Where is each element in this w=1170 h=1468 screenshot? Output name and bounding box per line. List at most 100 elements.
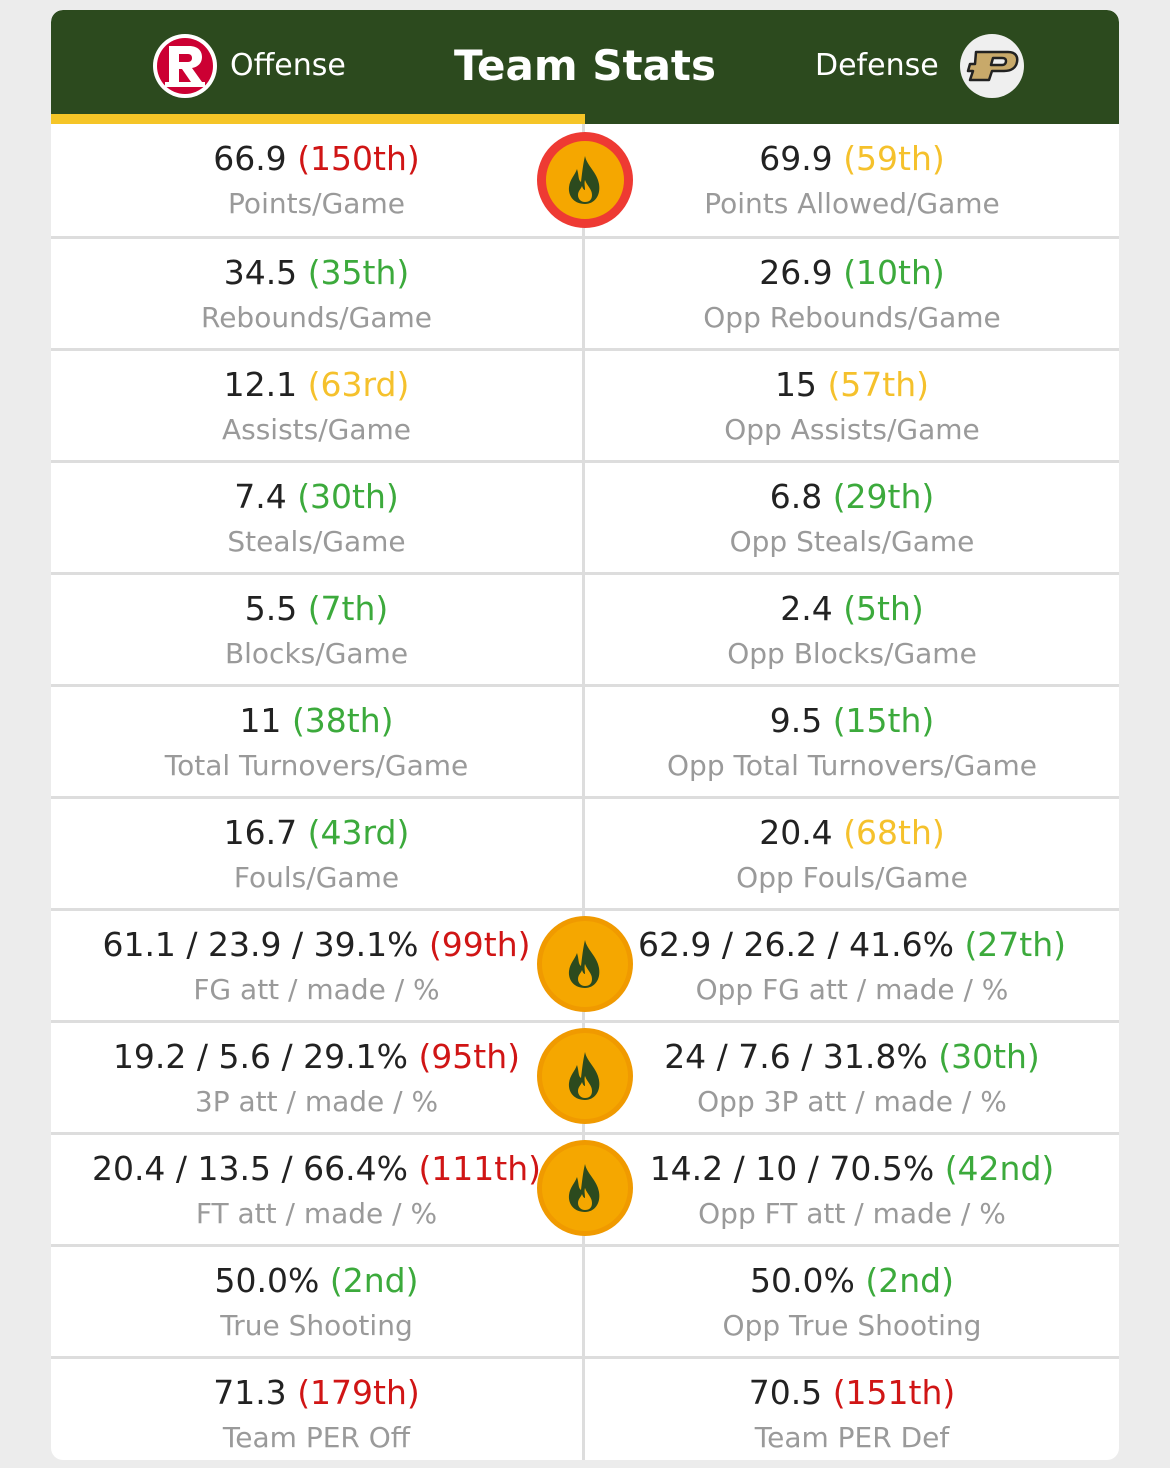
offense-tab[interactable]: Offense <box>230 48 346 83</box>
rutgers-logo-icon <box>153 34 217 98</box>
team-stats-card: Offense Team Stats Defense 66.9 (150th) P… <box>51 10 1119 1460</box>
stat-value-line: 26.9 (10th) <box>759 252 945 294</box>
defense-stat-cell: 6.8 (29th) Opp Steals/Game <box>585 463 1119 572</box>
stat-label: Team PER Off <box>222 1421 411 1454</box>
offense-stat-cell: 19.2 / 5.6 / 29.1% (95th) 3P att / made /… <box>51 1023 585 1132</box>
fire-icon <box>537 916 633 1012</box>
stat-label: Fouls/Game <box>233 861 400 894</box>
stat-label: Opp Steals/Game <box>729 525 975 558</box>
stat-value: 66.9 <box>213 139 287 178</box>
fire-icon <box>537 132 633 228</box>
offense-stat-cell: 34.5 (35th) Rebounds/Game <box>51 239 585 348</box>
stat-value-line: 61.1 / 23.9 / 39.1% (99th) <box>102 924 530 966</box>
offense-stat-cell: 66.9 (150th) Points/Game <box>51 124 585 236</box>
offense-stat-cell: 61.1 / 23.9 / 39.1% (99th) FG att / made … <box>51 911 585 1020</box>
stat-rank: (179th) <box>297 1373 420 1412</box>
stat-value-line: 50.0% (2nd) <box>750 1260 954 1302</box>
stat-rank: (7th) <box>307 589 389 628</box>
stat-value-line: 62.9 / 26.2 / 41.6% (27th) <box>638 924 1066 966</box>
stats-rows: 66.9 (150th) Points/Game 69.9 (59th) Points… <box>51 124 1119 1460</box>
defense-tab[interactable]: Defense <box>815 48 939 83</box>
stat-rank: (10th) <box>843 253 945 292</box>
stat-value-line: 5.5 (7th) <box>245 588 389 630</box>
stat-value: 14.2 / 10 / 70.5% <box>649 1149 935 1188</box>
defense-stat-cell: 15 (57th) Opp Assists/Game <box>585 351 1119 460</box>
stat-value: 15 <box>774 365 817 404</box>
stat-value-line: 9.5 (15th) <box>770 700 935 742</box>
stat-label: 3P att / made / % <box>194 1085 439 1118</box>
stat-rank: (150th) <box>297 139 420 178</box>
purdue-p-icon <box>966 50 1019 82</box>
defense-stat-cell: 9.5 (15th) Opp Total Turnovers/Game <box>585 687 1119 796</box>
stat-label: FG att / made / % <box>193 973 440 1006</box>
purdue-logo-icon <box>960 34 1024 98</box>
stat-value-line: 71.3 (179th) <box>213 1372 420 1414</box>
stat-label: Opp FG att / made / % <box>695 973 1009 1006</box>
stat-value: 7.4 <box>234 477 287 516</box>
stat-value: 26.9 <box>759 253 833 292</box>
stat-row: 12.1 (63rd) Assists/Game 15 (57th) Opp Assi… <box>51 348 1119 460</box>
offense-stat-cell: 16.7 (43rd) Fouls/Game <box>51 799 585 908</box>
stat-row: 16.7 (43rd) Fouls/Game 20.4 (68th) Opp Foul… <box>51 796 1119 908</box>
stat-value: 34.5 <box>223 253 298 292</box>
stat-label: Opp Fouls/Game <box>736 861 968 894</box>
stat-label: Opp Assists/Game <box>724 413 980 446</box>
stat-value: 61.1 / 23.9 / 39.1% <box>102 925 419 964</box>
stat-row: 19.2 / 5.6 / 29.1% (95th) 3P att / made /… <box>51 1020 1119 1132</box>
stat-value: 12.1 <box>223 365 298 404</box>
defense-stat-cell: 14.2 / 10 / 70.5% (42nd) Opp FT att / mad… <box>585 1135 1119 1244</box>
stat-value: 9.5 <box>769 701 823 740</box>
offense-stat-cell: 11 (38th) Total Turnovers/Game <box>51 687 585 796</box>
stat-row: 50.0% (2nd) True Shooting 50.0% (2nd) Opp T… <box>51 1244 1119 1356</box>
flame-shape <box>568 1164 600 1212</box>
stat-rank: (15th) <box>832 701 935 740</box>
stat-value-line: 24 / 7.6 / 31.8% (30th) <box>664 1036 1040 1078</box>
stat-value-line: 16.7 (43rd) <box>224 812 410 854</box>
page-title: Team Stats <box>453 41 717 90</box>
stat-rank: (111th) <box>418 1149 542 1188</box>
stat-value: 20.4 <box>759 813 833 852</box>
stat-rank: (2nd) <box>329 1261 419 1300</box>
stat-label: Rebounds/Game <box>201 301 432 334</box>
stat-value: 50.0% <box>750 1261 855 1300</box>
stat-value-line: 11 (38th) <box>239 700 393 742</box>
stat-label: Opp FT att / made / % <box>698 1197 1006 1230</box>
flame-shape <box>568 156 600 204</box>
stat-rank: (95th) <box>418 1037 521 1076</box>
fire-icon <box>537 1028 633 1124</box>
stat-value: 16.7 <box>223 813 298 852</box>
flame-shape <box>568 940 600 988</box>
stat-value-line: 66.9 (150th) <box>213 138 420 180</box>
stat-value-line: 6.8 (29th) <box>770 476 935 518</box>
stat-label: Opp Total Turnovers/Game <box>667 749 1037 782</box>
offense-stat-cell: 20.4 / 13.5 / 66.4% (111th) FT att / made… <box>51 1135 585 1244</box>
stat-value: 70.5 <box>748 1373 823 1412</box>
defense-stat-cell: 70.5 (151th) Team PER Def <box>585 1359 1119 1460</box>
stat-row: 66.9 (150th) Points/Game 69.9 (59th) Points… <box>51 124 1119 236</box>
defense-stat-cell: 62.9 / 26.2 / 41.6% (27th) Opp FG att / m… <box>585 911 1119 1020</box>
stat-value-line: 14.2 / 10 / 70.5% (42nd) <box>650 1148 1055 1190</box>
stat-value: 69.9 <box>759 139 833 178</box>
defense-stat-cell: 20.4 (68th) Opp Fouls/Game <box>585 799 1119 908</box>
stat-rank: (151th) <box>832 1373 956 1412</box>
fire-icon <box>537 1140 633 1236</box>
stat-label: Opp True Shooting <box>722 1309 982 1342</box>
stat-row: 11 (38th) Total Turnovers/Game 9.5 (15th) O… <box>51 684 1119 796</box>
stat-row: 5.5 (7th) Blocks/Game 2.4 (5th) Opp Blocks/… <box>51 572 1119 684</box>
stat-value: 50.0% <box>214 1261 320 1300</box>
stat-value: 71.3 <box>213 1373 287 1412</box>
stat-value: 5.5 <box>244 589 298 628</box>
stat-rank: (27th) <box>964 925 1067 964</box>
stat-value-line: 15 (57th) <box>775 364 929 406</box>
stat-value-line: 20.4 (68th) <box>759 812 945 854</box>
defense-stat-cell: 50.0% (2nd) Opp True Shooting <box>585 1247 1119 1356</box>
offense-stat-cell: 71.3 (179th) Team PER Off <box>51 1359 585 1460</box>
stat-label: Blocks/Game <box>224 637 409 670</box>
stat-value-line: 2.4 (5th) <box>780 588 924 630</box>
stat-value-line: 19.2 / 5.6 / 29.1% (95th) <box>113 1036 520 1078</box>
stat-value-line: 70.5 (151th) <box>749 1372 956 1414</box>
stat-label: Team PER Def <box>754 1421 950 1454</box>
stat-value-line: 50.0% (2nd) <box>215 1260 419 1302</box>
stats-header: Offense Team Stats Defense <box>51 10 1119 124</box>
stat-value-line: 12.1 (63rd) <box>224 364 410 406</box>
